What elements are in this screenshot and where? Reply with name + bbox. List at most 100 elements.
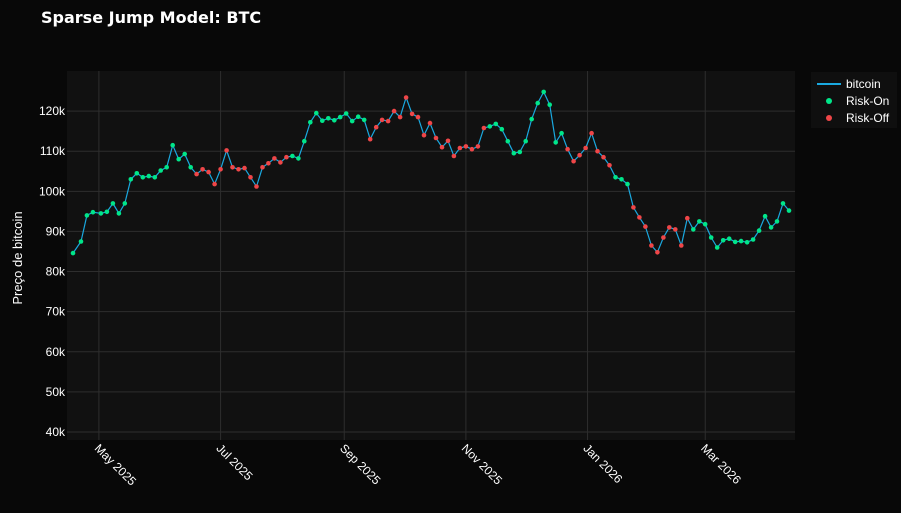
risk-on-point[interactable]	[535, 100, 540, 106]
risk-on-point[interactable]	[320, 118, 325, 123]
risk-off-point[interactable]	[272, 156, 277, 161]
risk-off-point[interactable]	[631, 205, 636, 210]
risk-off-point[interactable]	[469, 146, 475, 152]
risk-off-point[interactable]	[655, 250, 660, 255]
risk-on-point[interactable]	[732, 239, 738, 245]
risk-off-point[interactable]	[673, 227, 678, 232]
risk-off-point[interactable]	[607, 163, 612, 168]
risk-on-point[interactable]	[541, 89, 546, 95]
risk-on-point[interactable]	[152, 175, 158, 180]
risk-off-point[interactable]	[571, 158, 576, 164]
risk-on-point[interactable]	[768, 225, 774, 230]
risk-off-point[interactable]	[643, 224, 648, 229]
risk-off-point[interactable]	[409, 111, 415, 117]
risk-off-point[interactable]	[421, 132, 427, 138]
risk-on-point[interactable]	[744, 240, 750, 245]
risk-on-point[interactable]	[726, 236, 732, 241]
risk-on-point[interactable]	[122, 201, 128, 206]
risk-on-point[interactable]	[708, 235, 714, 240]
risk-off-point[interactable]	[206, 169, 211, 175]
risk-off-point[interactable]	[200, 167, 205, 172]
legend-item-risk-on[interactable]: Risk-On	[811, 93, 897, 109]
risk-on-point[interactable]	[613, 175, 618, 180]
risk-on-point[interactable]	[750, 237, 756, 242]
risk-on-point[interactable]	[182, 151, 187, 157]
risk-on-point[interactable]	[511, 150, 517, 156]
risk-off-point[interactable]	[379, 117, 385, 123]
risk-on-point[interactable]	[355, 114, 361, 119]
risk-off-point[interactable]	[679, 243, 684, 248]
risk-on-point[interactable]	[70, 250, 76, 256]
risk-on-point[interactable]	[146, 173, 152, 179]
risk-on-point[interactable]	[128, 177, 134, 182]
risk-on-point[interactable]	[302, 138, 307, 144]
risk-on-point[interactable]	[505, 138, 511, 144]
risk-on-point[interactable]	[326, 116, 331, 121]
risk-on-point[interactable]	[343, 111, 349, 116]
risk-on-point[interactable]	[547, 102, 552, 107]
risk-on-point[interactable]	[90, 209, 96, 215]
risk-on-point[interactable]	[774, 219, 780, 224]
risk-off-point[interactable]	[266, 161, 271, 166]
risk-off-point[interactable]	[685, 215, 690, 221]
risk-off-point[interactable]	[565, 146, 570, 152]
risk-on-point[interactable]	[493, 121, 499, 127]
risk-on-point[interactable]	[290, 153, 295, 159]
risk-on-point[interactable]	[523, 138, 528, 144]
risk-on-point[interactable]	[104, 209, 110, 215]
risk-on-point[interactable]	[134, 171, 140, 176]
risk-off-point[interactable]	[415, 114, 421, 120]
risk-off-point[interactable]	[433, 135, 439, 141]
risk-on-point[interactable]	[296, 156, 301, 161]
risk-off-point[interactable]	[583, 145, 588, 151]
risk-off-point[interactable]	[445, 138, 451, 144]
risk-on-point[interactable]	[756, 228, 762, 233]
risk-on-point[interactable]	[619, 177, 624, 182]
risk-off-point[interactable]	[403, 95, 409, 100]
risk-on-point[interactable]	[140, 175, 146, 180]
risk-off-point[interactable]	[212, 181, 217, 187]
risk-off-point[interactable]	[577, 152, 582, 158]
risk-on-point[interactable]	[691, 227, 696, 232]
risk-off-point[interactable]	[637, 215, 642, 220]
risk-off-point[interactable]	[254, 184, 259, 189]
risk-on-point[interactable]	[158, 168, 163, 173]
risk-on-point[interactable]	[84, 213, 90, 218]
legend-item-bitcoin[interactable]: bitcoin	[811, 76, 897, 92]
risk-on-point[interactable]	[176, 156, 181, 162]
risk-off-point[interactable]	[475, 144, 481, 149]
risk-on-point[interactable]	[762, 213, 768, 219]
risk-off-point[interactable]	[224, 148, 229, 153]
risk-on-point[interactable]	[337, 114, 343, 120]
risk-on-point[interactable]	[697, 219, 702, 224]
risk-off-point[interactable]	[242, 165, 247, 171]
risk-off-point[interactable]	[457, 145, 463, 151]
risk-on-point[interactable]	[529, 116, 534, 122]
risk-on-point[interactable]	[361, 117, 367, 123]
risk-on-point[interactable]	[786, 208, 792, 213]
risk-on-point[interactable]	[349, 118, 355, 124]
risk-on-point[interactable]	[332, 118, 337, 123]
risk-off-point[interactable]	[481, 125, 487, 131]
risk-off-point[interactable]	[194, 171, 199, 177]
risk-off-point[interactable]	[391, 108, 397, 114]
risk-on-point[interactable]	[517, 149, 523, 155]
risk-on-point[interactable]	[188, 165, 193, 170]
legend-item-risk-off[interactable]: Risk-Off	[811, 110, 897, 126]
risk-off-point[interactable]	[451, 153, 457, 159]
risk-off-point[interactable]	[595, 148, 600, 154]
risk-on-point[interactable]	[780, 201, 786, 206]
risk-on-point[interactable]	[553, 140, 558, 145]
risk-off-point[interactable]	[218, 167, 223, 172]
risk-off-point[interactable]	[589, 130, 594, 136]
risk-on-point[interactable]	[559, 130, 564, 136]
risk-off-point[interactable]	[230, 165, 235, 170]
risk-on-point[interactable]	[702, 221, 708, 227]
risk-off-point[interactable]	[367, 136, 373, 142]
risk-off-point[interactable]	[439, 144, 445, 150]
risk-on-point[interactable]	[499, 126, 505, 132]
risk-off-point[interactable]	[373, 124, 379, 130]
risk-off-point[interactable]	[397, 114, 403, 120]
risk-on-point[interactable]	[308, 120, 313, 125]
